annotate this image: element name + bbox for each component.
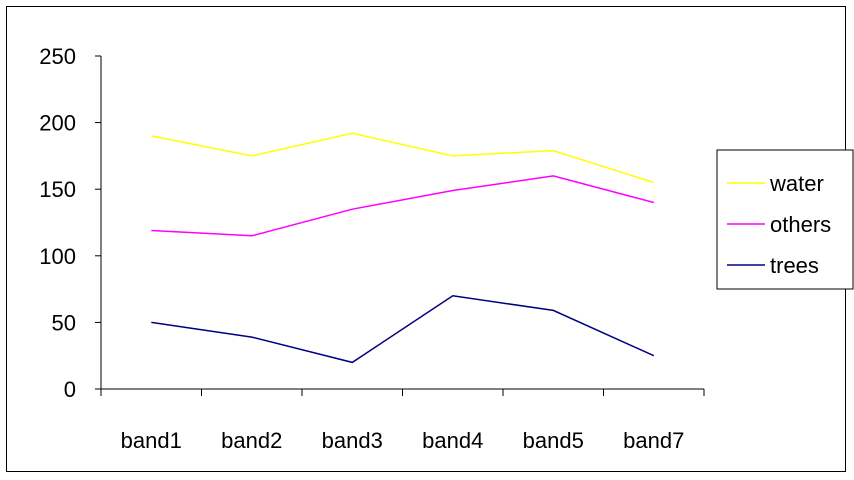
- legend: water others trees: [716, 149, 854, 290]
- x-tick-label: band1: [121, 428, 182, 453]
- y-tick-labels: 0 50 100 150 200 250: [39, 44, 76, 402]
- chart-frame: [6, 6, 846, 472]
- series-lines: [151, 132, 655, 364]
- y-tick-label: 100: [39, 244, 76, 269]
- x-tick-label: band4: [422, 428, 483, 453]
- series-line-trees: [151, 295, 655, 364]
- y-tick-label: 150: [39, 177, 76, 202]
- y-tick-label: 50: [52, 310, 76, 335]
- legend-label-trees: trees: [770, 253, 819, 278]
- x-tick-labels: band1 band2 band3 band4 band5 band7: [121, 428, 685, 453]
- legend-label-water: water: [769, 171, 824, 196]
- x-tick-label: band2: [221, 428, 282, 453]
- y-tick-label: 200: [39, 111, 76, 136]
- x-tick-label: band3: [322, 428, 383, 453]
- y-tick-label: 250: [39, 44, 76, 69]
- series-line-water: [151, 132, 655, 184]
- axes: [95, 55, 705, 396]
- y-tick-label: 0: [64, 377, 76, 402]
- x-tick-label: band5: [523, 428, 584, 453]
- legend-label-others: others: [770, 212, 831, 237]
- legend-box: [716, 149, 854, 290]
- x-tick-label: band7: [623, 428, 684, 453]
- series-line-others: [151, 175, 654, 237]
